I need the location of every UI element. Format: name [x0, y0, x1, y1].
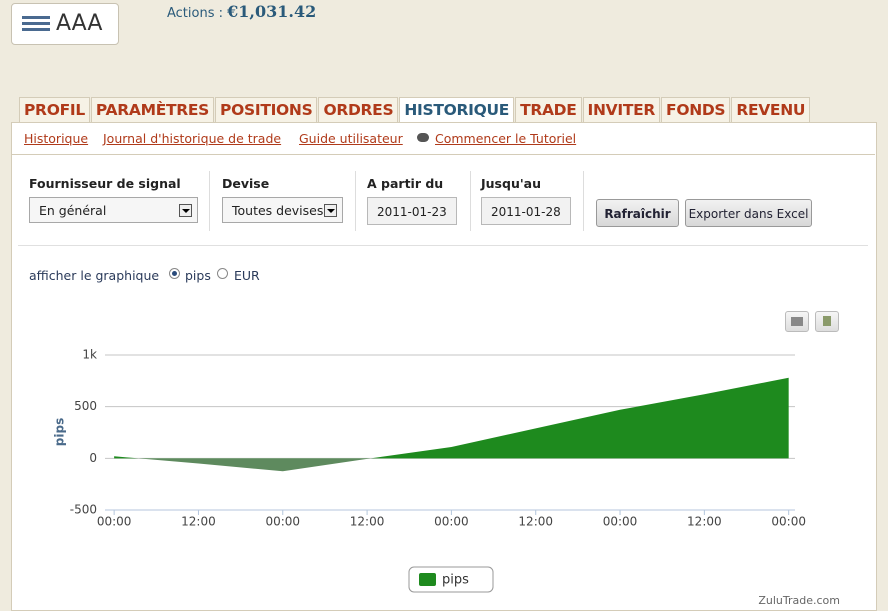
select[interactable]: En général: [29, 197, 198, 223]
radio[interactable]: [217, 268, 228, 279]
tab[interactable]: PARAMÈTRES: [90, 97, 215, 122]
sub-link[interactable]: Commencer le Tutoriel: [435, 131, 577, 146]
x-tick-label: 00:00: [603, 515, 638, 529]
actions-label: Actions :: [167, 6, 223, 21]
refresh-button[interactable]: Rafraîchir: [596, 199, 679, 227]
actions: Actions : €1,031.42: [167, 2, 316, 21]
tab-bar: PROFIL PARAMÈTRES POSITIONS ORDRES HISTORIQU…: [19, 97, 811, 122]
tab[interactable]: PROFIL: [19, 97, 90, 122]
tab[interactable]: TRADE: [515, 97, 582, 122]
separator: [18, 245, 868, 246]
separator: [209, 171, 210, 231]
logo-text: AAA: [56, 11, 103, 36]
date-input[interactable]: 2011-01-28: [481, 197, 571, 225]
logo-stripe: [22, 22, 50, 25]
date-input[interactable]: 2011-01-23: [367, 197, 457, 225]
tab[interactable]: FONDS: [661, 97, 731, 122]
footer: ZuluTrade.com: [758, 594, 840, 607]
print-button[interactable]: [785, 311, 809, 332]
toggle-label: afficher le graphique: [29, 268, 160, 283]
legend-swatch: [419, 573, 436, 586]
x-tick-label: 12:00: [687, 515, 722, 529]
legend-label: pips: [442, 573, 469, 588]
radio-label: pips: [185, 268, 211, 283]
tab[interactable]: INVITER: [582, 97, 661, 122]
x-tick-label: 00:00: [434, 515, 469, 529]
y-tick-label: 500: [74, 399, 97, 413]
x-tick-label: 12:00: [518, 515, 553, 529]
select-value: En général: [39, 203, 107, 218]
y-tick-label: 0: [89, 451, 97, 465]
x-tick-label: 12:00: [181, 515, 216, 529]
select-arrow: [179, 204, 192, 217]
download-icon: [823, 316, 831, 326]
select-value: Toutes devises: [232, 203, 324, 218]
separator: [355, 171, 356, 231]
x-tick-label: 00:00: [265, 515, 300, 529]
radio[interactable]: [169, 268, 180, 279]
tab[interactable]: HISTORIQUE: [399, 97, 515, 122]
filter-label: Jusqu'au: [481, 176, 541, 191]
y-axis-label: pips: [53, 418, 67, 446]
tab[interactable]: REVENU: [731, 97, 811, 122]
x-tick-label: 00:00: [97, 515, 132, 529]
actions-value: €1,031.42: [227, 2, 317, 21]
sub-link[interactable]: Guide utilisateur: [299, 131, 403, 146]
logo[interactable]: AAA: [11, 3, 119, 45]
sub-link[interactable]: Historique: [24, 131, 89, 146]
sub-link[interactable]: Journal d'historique de trade: [103, 131, 282, 146]
logo-stripe: [22, 16, 50, 19]
tab[interactable]: POSITIONS: [215, 97, 318, 122]
print-icon: [791, 317, 803, 326]
y-tick-label: 1k: [82, 348, 97, 362]
filter-label: A partir du: [367, 176, 444, 191]
x-tick-label: 00:00: [771, 515, 806, 529]
chat-icon: [417, 133, 429, 142]
download-button[interactable]: [815, 311, 839, 332]
sub-bar: [11, 122, 875, 155]
filter-label: Devise: [222, 176, 270, 191]
logo-stripe: [22, 28, 50, 31]
filter-label: Fournisseur de signal: [29, 176, 181, 191]
radio-label: EUR: [234, 268, 260, 283]
select[interactable]: Toutes devises: [222, 197, 343, 223]
chart: pips -500 0 500 1k 00:00 12:00 00:00 12:00 00:00…: [53, 348, 806, 593]
x-tick-label: 12:00: [350, 515, 385, 529]
separator: [583, 171, 584, 231]
tab[interactable]: ORDRES: [318, 97, 399, 122]
export-button[interactable]: Exporter dans Excel: [685, 199, 812, 227]
select-arrow: [324, 204, 337, 217]
y-tick-label: -500: [70, 503, 97, 517]
separator: [470, 171, 471, 231]
area: [114, 377, 789, 472]
